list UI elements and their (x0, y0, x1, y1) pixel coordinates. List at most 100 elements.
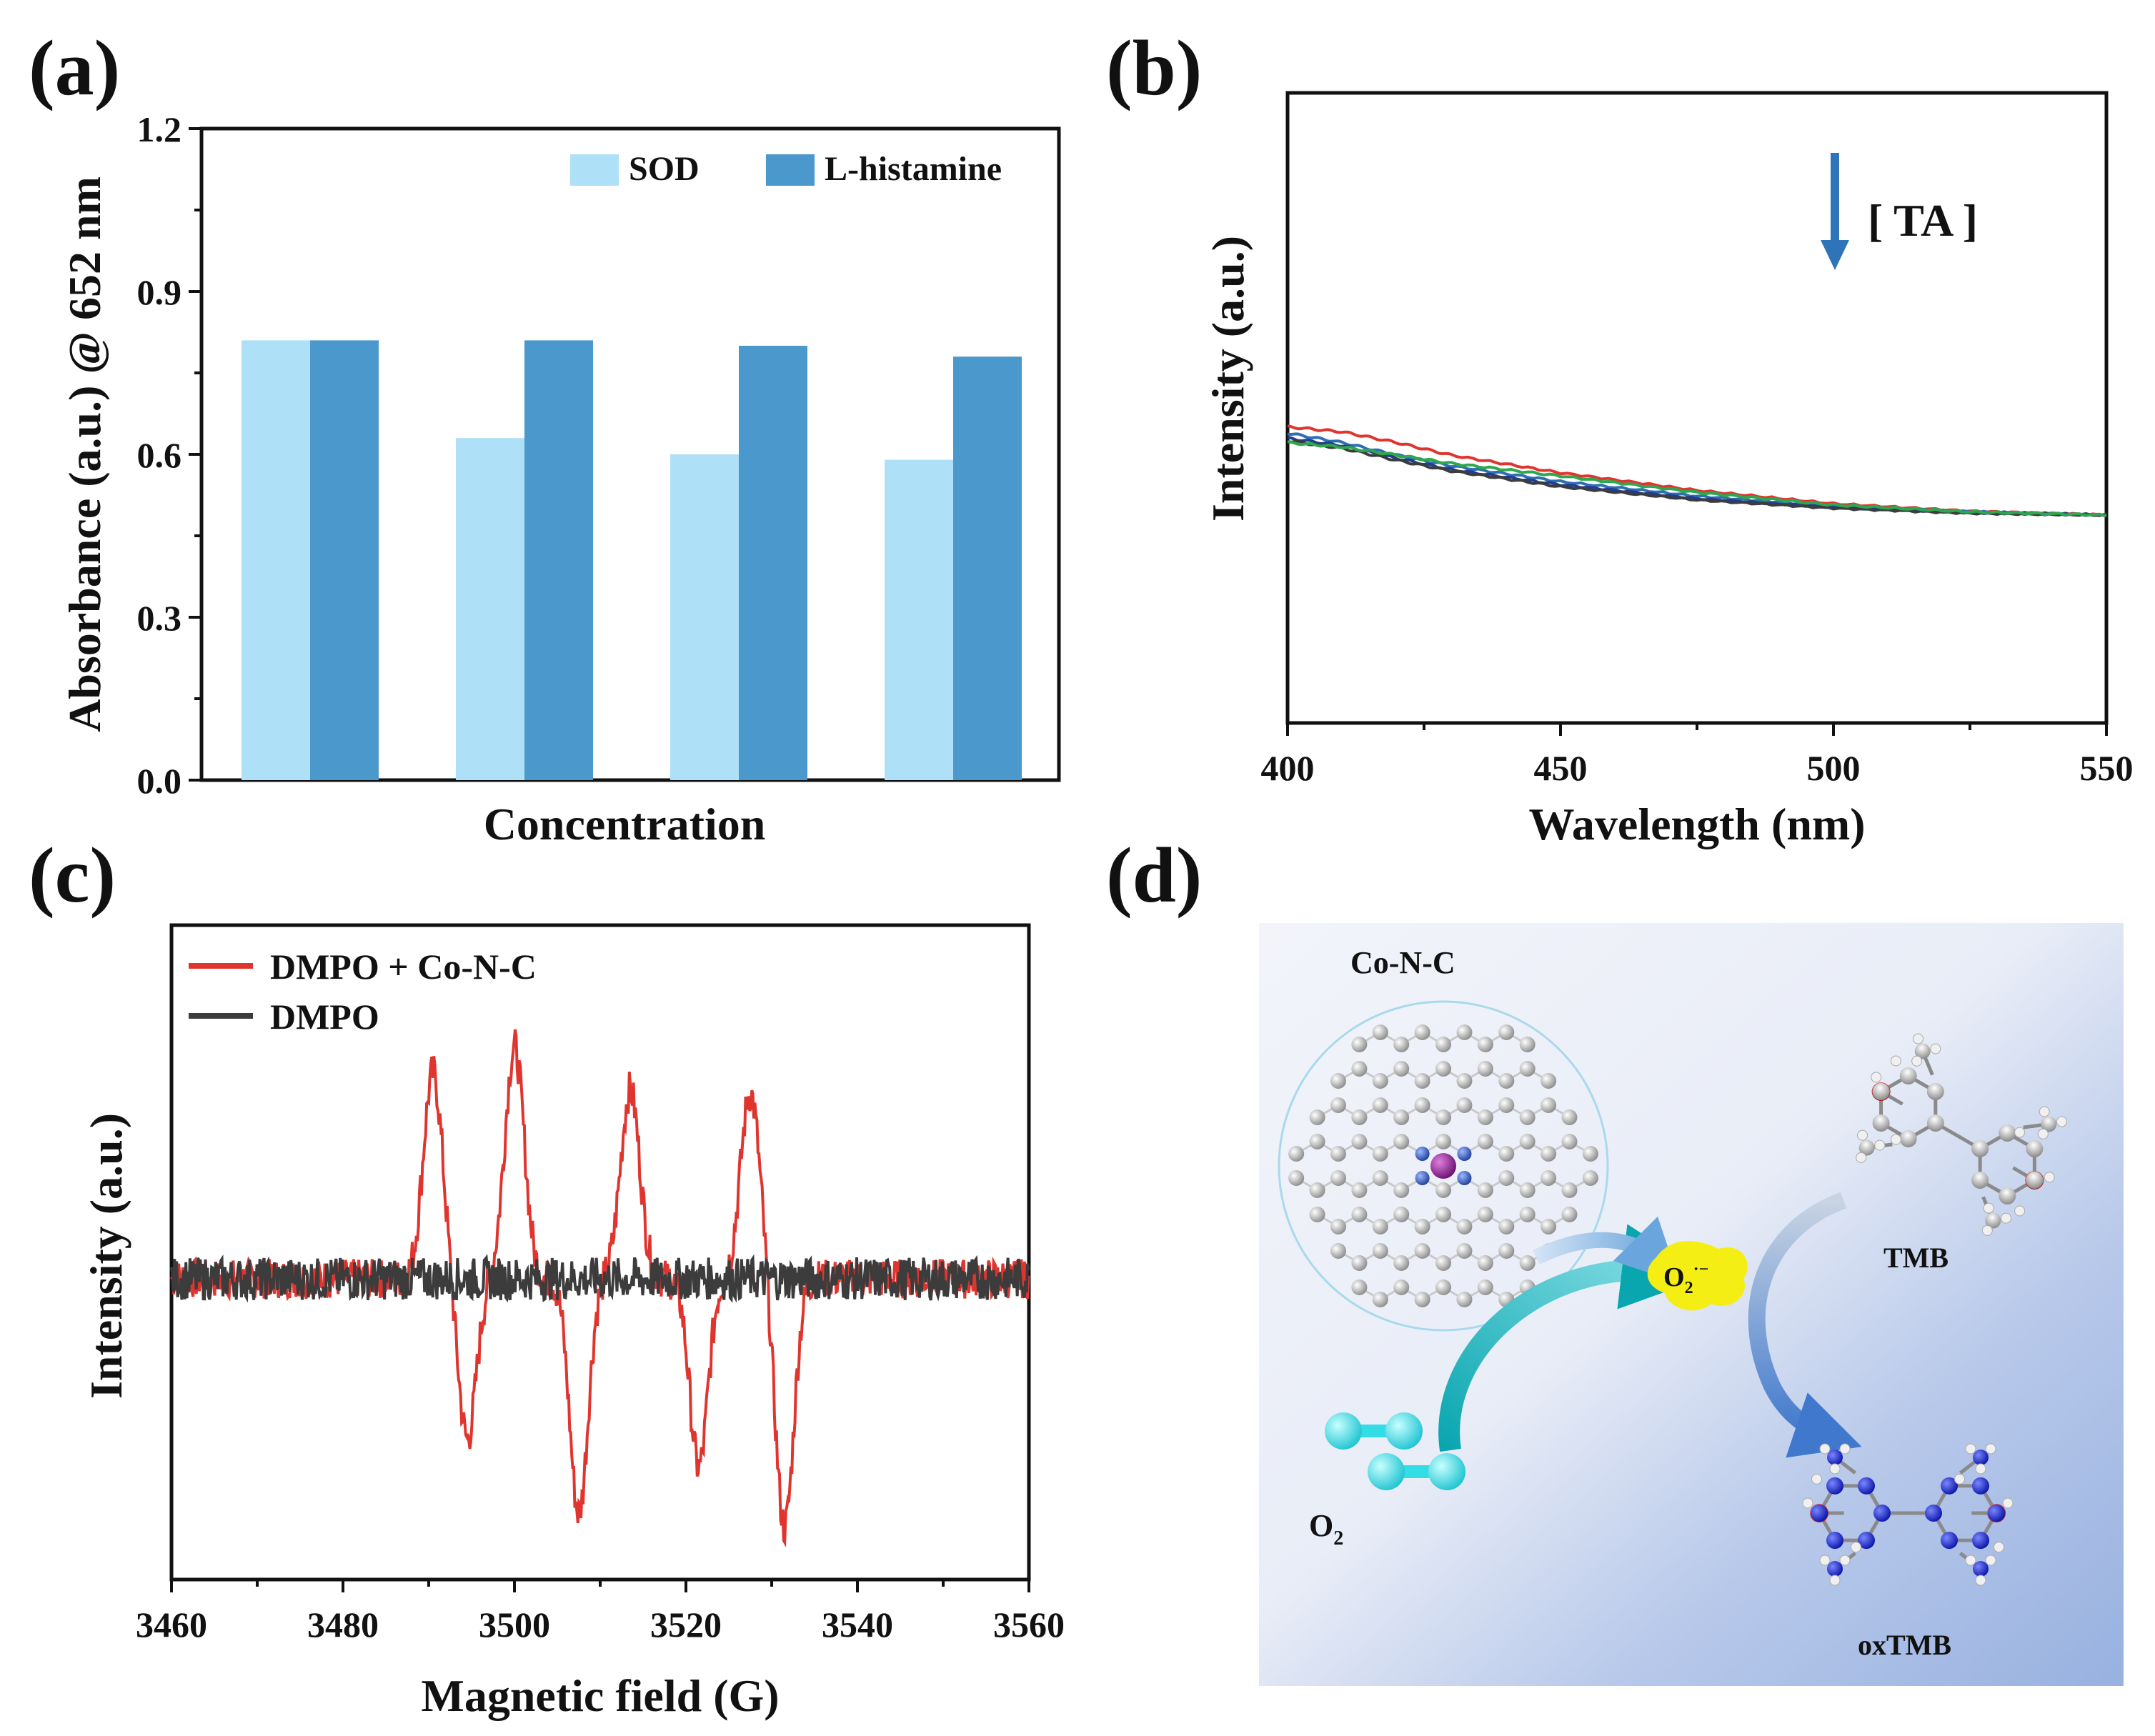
carbon-atom (1393, 1134, 1410, 1149)
hydrogen-atom (1913, 1033, 1924, 1044)
carbon-atom (1477, 1279, 1493, 1295)
hydrogen-atom (2014, 1127, 2026, 1138)
hydrogen-atom (1994, 1542, 2004, 1553)
bar-sod-2 (670, 454, 739, 780)
carbon-atom (1330, 1097, 1346, 1113)
carbon-atom (1414, 1073, 1430, 1089)
x-tick-label: 400 (1261, 748, 1315, 788)
carbon-atom (1456, 1024, 1473, 1040)
carbon-atom (1456, 1219, 1473, 1234)
legend-label-l-histamine: L-histamine (825, 150, 1002, 188)
carbon-atom (1414, 1024, 1430, 1040)
x-tick-label: 500 (1807, 748, 1861, 788)
panel-a-label: (a) (29, 24, 120, 111)
hydrogen-atom (1851, 1542, 1861, 1553)
legend-label-dmpo-co-n-c: DMPO + Co-N-C (270, 947, 537, 987)
carbon-atom (1582, 1170, 1598, 1186)
co-n-c-lattice-icon (1288, 1024, 1598, 1307)
ring-atom (1858, 1532, 1875, 1550)
carbon-atom (1519, 1061, 1536, 1077)
carbon-atom (1330, 1073, 1346, 1089)
ring-atom (1941, 1477, 1958, 1495)
hydrogen-atom (1975, 1575, 1986, 1586)
y-tick-label: 0.0 (137, 761, 182, 801)
hydrogen-atom (1985, 1443, 1996, 1455)
x-tick-label: 3480 (307, 1605, 379, 1645)
line-series-dmpo (170, 1254, 1030, 1303)
carbon-atom (1351, 1109, 1368, 1125)
panel-a-bars (242, 340, 1022, 780)
legend-label-dmpo: DMPO (270, 997, 379, 1037)
hydrogen-atom (1829, 1575, 1841, 1586)
carbon-atom (1372, 1219, 1388, 1234)
carbon-atom (2041, 1116, 2057, 1132)
hydrogen-atom (1975, 1463, 1986, 1475)
line-series-green (1288, 440, 2107, 518)
co-n-c-sphere (1278, 1000, 1609, 1332)
carbon-atom (1435, 1037, 1452, 1052)
hydrogen-atom (2002, 1497, 2014, 1509)
ring-atom (1872, 1083, 1890, 1100)
x-tick-label: 3560 (993, 1605, 1065, 1645)
hydrogen-atom (1829, 1463, 1841, 1475)
ring-atom (1826, 1477, 1843, 1495)
cobalt-atom (1430, 1153, 1456, 1179)
carbon-atom (1351, 1279, 1368, 1295)
carbon-atom (1477, 1134, 1493, 1149)
molecule-bond (1880, 1089, 1903, 1106)
carbon-atom (1351, 1134, 1368, 1149)
carbon-atom (1498, 1073, 1515, 1089)
panel-b-series (1287, 424, 2107, 518)
carbon-atom (1393, 1255, 1410, 1271)
carbon-atom (1414, 1097, 1430, 1113)
panel-a-y-axis-label: Absorbance (a.u.) @ 652 nm (59, 176, 110, 732)
legend-swatch-l-histamine (766, 154, 815, 186)
carbon-atom (1309, 1207, 1325, 1222)
molecule-body (1856, 1033, 2067, 1236)
panel-d-label: (d) (1106, 832, 1202, 919)
carbon-atom (1372, 1243, 1388, 1259)
carbon-atom (1435, 1279, 1452, 1295)
carbon-atom (1541, 1073, 1557, 1089)
panel-c-x-ticks: 3460 3480 3500 3520 3540 3560 (136, 1580, 1065, 1645)
carbon-atom (1519, 1109, 1536, 1125)
ta-annotation: [ TA ] (1868, 195, 1978, 246)
hydrogen-atom (1954, 1473, 1965, 1485)
panel-d-mechanism-scheme: (d) Co-N-C O2 O2·− TMB oxTMB (1106, 832, 2124, 1686)
carbon-atom (1351, 1255, 1368, 1271)
bar-l-histamine-0 (310, 340, 379, 780)
panel-c-epr-chart: (c) 3460 3480 3500 3520 3540 3560 Intensity (… (29, 832, 1065, 1721)
carbon-atom (1477, 1061, 1493, 1077)
line-series-navy (1287, 436, 2107, 518)
ring-atom (2026, 1139, 2044, 1157)
carbon-atom (1541, 1097, 1557, 1113)
carbon-atom (1288, 1170, 1305, 1186)
carbon-atom (1914, 1043, 1931, 1059)
carbon-atom (1519, 1037, 1536, 1052)
carbon-atom (1414, 1243, 1430, 1259)
hydrogen-atom (1965, 1443, 1976, 1455)
hydrogen-atom (1819, 1443, 1831, 1455)
hydrogen-atom (1857, 1129, 1868, 1141)
panel-c-y-axis-label: Intensity (a.u.) (81, 1113, 131, 1399)
x-tick-label: 450 (1534, 748, 1588, 788)
carbon-atom (1456, 1243, 1473, 1259)
carbon-atom (1351, 1207, 1368, 1222)
hydrogen-atom (1983, 1202, 1994, 1214)
superoxide-label: O2·− (1663, 1260, 1708, 1297)
hydrogen-atom (1856, 1152, 1867, 1163)
carbon-atom (1477, 1109, 1493, 1125)
panel-b-x-axis-label: Wavelength (nm) (1528, 799, 1865, 849)
line-series-dark (1287, 439, 2107, 517)
carbon-atom (1288, 1146, 1305, 1162)
carbon-atom (1498, 1024, 1515, 1040)
carbon-atom (1435, 1207, 1452, 1222)
panel-b-label: (b) (1106, 24, 1202, 111)
carbon-atom (1498, 1243, 1515, 1259)
ring-atom (1925, 1505, 1942, 1522)
carbon-atom (1435, 1182, 1452, 1198)
panel-b-x-ticks: 400 450 500 550 (1261, 723, 2134, 788)
carbon-atom (1985, 1212, 2001, 1229)
ring-atom (1899, 1067, 1917, 1084)
